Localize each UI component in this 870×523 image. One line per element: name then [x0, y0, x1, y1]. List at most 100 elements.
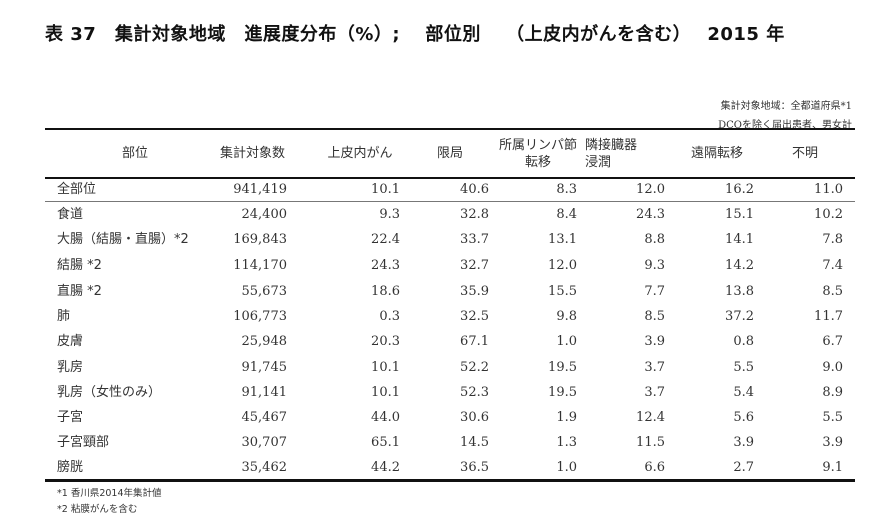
table-row: 乳房 91,745 10.1 52.2 19.5 3.7 5.5 9.0 [45, 355, 855, 380]
in-situ-cell: 9.3 [379, 207, 400, 222]
adjacent-organ-cell: 3.7 [644, 360, 665, 375]
unknown-cell: 9.1 [822, 460, 843, 475]
in-situ-cell: 10.1 [371, 182, 400, 197]
localized-cell: 30.6 [460, 410, 489, 425]
unknown-cell: 8.5 [822, 284, 843, 299]
in-situ-cell: 65.1 [371, 435, 400, 450]
table-row: 大腸（結腸・直腸）*2 169,843 22.4 33.7 13.1 8.8 14.1 7.8 [45, 227, 855, 252]
count-cell: 45,467 [241, 410, 288, 425]
distant-cell: 14.1 [725, 232, 754, 247]
table-row: 子宮 45,467 44.0 30.6 1.9 12.4 5.6 5.5 [45, 405, 855, 430]
in-situ-cell: 10.1 [371, 385, 400, 400]
regional-lymph-cell: 13.1 [548, 232, 577, 247]
localized-cell: 52.3 [460, 385, 489, 400]
regional-lymph-cell: 19.5 [548, 385, 577, 400]
localized-cell: 36.5 [460, 460, 489, 475]
in-situ-cell: 44.2 [371, 460, 400, 475]
total-row-rule [45, 201, 855, 202]
adjacent-organ-cell: 8.5 [644, 309, 665, 324]
regional-lymph-cell: 1.3 [556, 435, 577, 450]
adjacent-organ-cell: 12.0 [636, 182, 665, 197]
table-row: 乳房（女性のみ） 91,141 10.1 52.3 19.5 3.7 5.4 8.9 [45, 380, 855, 405]
localized-cell: 67.1 [460, 334, 489, 349]
header-adjacent-organ: 隣接臓器 浸潤 [585, 137, 638, 170]
header-count: 集計対象数 [219, 146, 285, 161]
site-label: 膀胱 [57, 460, 84, 475]
adjacent-organ-cell: 3.7 [644, 385, 665, 400]
table-row: 子宮頸部 30,707 65.1 14.5 1.3 11.5 3.9 3.9 [45, 430, 855, 455]
site-label: 食道 [57, 207, 84, 222]
site-label: 乳房（女性のみ） [57, 385, 162, 400]
table-bottom-rule [45, 479, 855, 482]
site-label: 大腸（結腸・直腸）*2 [57, 232, 189, 247]
regional-lymph-cell: 9.8 [556, 309, 577, 324]
localized-cell: 32.8 [460, 207, 489, 222]
in-situ-cell: 20.3 [371, 334, 400, 349]
site-label: 皮膚 [57, 334, 84, 349]
unknown-cell: 3.9 [822, 435, 843, 450]
table-header-rule [45, 177, 855, 179]
unknown-cell: 7.8 [822, 232, 843, 247]
count-cell: 941,419 [233, 182, 287, 197]
count-cell: 30,707 [241, 435, 288, 450]
count-cell: 55,673 [241, 284, 288, 299]
unknown-cell: 11.7 [814, 309, 843, 324]
distant-cell: 2.7 [733, 460, 754, 475]
site-label: 全部位 [57, 182, 97, 197]
in-situ-cell: 22.4 [371, 232, 400, 247]
adjacent-organ-cell: 12.4 [636, 410, 665, 425]
unknown-cell: 7.4 [822, 258, 843, 273]
distant-cell: 14.2 [725, 258, 754, 273]
distant-cell: 5.4 [733, 385, 754, 400]
in-situ-cell: 44.0 [371, 410, 400, 425]
unknown-cell: 9.0 [822, 360, 843, 375]
distant-cell: 3.9 [733, 435, 754, 450]
count-cell: 35,462 [241, 460, 288, 475]
localized-cell: 40.6 [460, 182, 489, 197]
site-label: 子宮頸部 [57, 435, 110, 450]
adjacent-organ-cell: 8.8 [644, 232, 665, 247]
table-top-rule [45, 128, 855, 130]
unknown-cell: 8.9 [822, 385, 843, 400]
header-in-situ: 上皮内がん [327, 146, 393, 161]
adjacent-organ-cell: 6.6 [644, 460, 665, 475]
site-label: 肺 [57, 309, 71, 324]
count-cell: 24,400 [241, 207, 288, 222]
header-unknown: 不明 [791, 146, 818, 161]
unknown-cell: 6.7 [822, 334, 843, 349]
count-cell: 25,948 [241, 334, 288, 349]
distant-cell: 13.8 [725, 284, 754, 299]
in-situ-cell: 10.1 [371, 360, 400, 375]
adjacent-organ-cell: 24.3 [636, 207, 665, 222]
header-localized: 限局 [436, 146, 463, 161]
site-label: 乳房 [57, 360, 84, 375]
distant-cell: 37.2 [725, 309, 754, 324]
adjacent-organ-cell: 9.3 [644, 258, 665, 273]
table-row: 直腸 *2 55,673 18.6 35.9 15.5 7.7 13.8 8.5 [45, 279, 855, 304]
unknown-cell: 10.2 [814, 207, 843, 222]
footnote-1: *1 香川県2014年集計値 [57, 488, 162, 499]
scope-note: 集計対象地域：全都道府県*1 [720, 101, 852, 112]
footnote-2: *2 粘膜がんを含む [57, 504, 138, 515]
site-label: 結腸 *2 [57, 258, 102, 273]
in-situ-cell: 18.6 [371, 284, 400, 299]
localized-cell: 14.5 [460, 435, 489, 450]
header-site: 部位 [121, 146, 148, 161]
regional-lymph-cell: 15.5 [548, 284, 577, 299]
distant-cell: 15.1 [725, 207, 754, 222]
table-title: 表 37 集計対象地域 進展度分布（%）; 部位別 （上皮内がんを含む） 201… [45, 24, 785, 45]
regional-lymph-cell: 8.4 [556, 207, 577, 222]
count-cell: 114,170 [233, 258, 287, 273]
table-row: 膀胱 35,462 44.2 36.5 1.0 6.6 2.7 9.1 [45, 455, 855, 480]
distant-cell: 5.5 [733, 360, 754, 375]
regional-lymph-cell: 1.0 [556, 460, 577, 475]
table-row: 肺 106,773 0.3 32.5 9.8 8.5 37.2 11.7 [45, 304, 855, 329]
header-distant: 遠隔転移 [690, 146, 743, 161]
table-row: 食道 24,400 9.3 32.8 8.4 24.3 15.1 10.2 [45, 202, 855, 227]
localized-cell: 35.9 [460, 284, 489, 299]
regional-lymph-cell: 12.0 [548, 258, 577, 273]
population-note: DCOを除く届出患者、男女計 [718, 120, 852, 131]
regional-lymph-cell: 1.0 [556, 334, 577, 349]
adjacent-organ-cell: 3.9 [644, 334, 665, 349]
table-row: 皮膚 25,948 20.3 67.1 1.0 3.9 0.8 6.7 [45, 329, 855, 354]
